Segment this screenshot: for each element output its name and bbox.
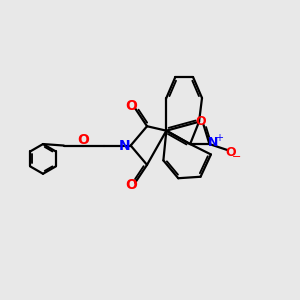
Text: O: O <box>195 115 206 128</box>
Text: O: O <box>126 99 137 113</box>
Text: N: N <box>208 136 218 149</box>
Text: O: O <box>77 133 89 147</box>
Text: O: O <box>126 178 137 192</box>
Text: O: O <box>226 146 236 160</box>
Text: N: N <box>119 139 130 152</box>
Text: −: − <box>232 152 241 161</box>
Text: +: + <box>215 133 223 142</box>
